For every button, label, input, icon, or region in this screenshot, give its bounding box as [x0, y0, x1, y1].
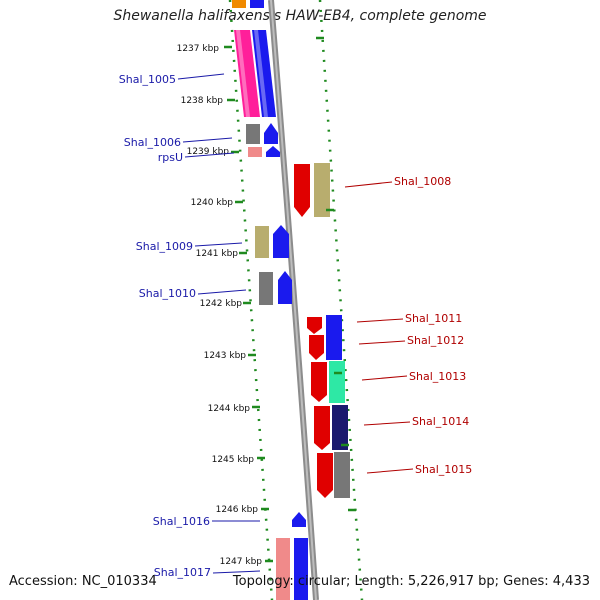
gene-bar: [232, 0, 246, 8]
gene-label: rpsU: [158, 151, 183, 164]
gene-label: Shal_1011: [405, 312, 462, 325]
tick-label: 1243 kbp: [204, 351, 247, 361]
gene-label: Shal_1008: [394, 175, 451, 188]
tick-label: 1244 kbp: [208, 404, 251, 414]
tick-label: 1237 kbp: [177, 44, 220, 54]
gene-bar-shal1009: [255, 226, 269, 258]
tick-label: 1241 kbp: [196, 249, 239, 259]
gene-bar: [334, 452, 350, 498]
gene-label: Shal_1015: [415, 463, 472, 476]
tick-label: 1247 kbp: [220, 557, 263, 567]
topology-label: Topology: circular; Length: 5,226,917 bp…: [232, 574, 590, 589]
tick-label: 1238 kbp: [181, 96, 224, 106]
gene-arrow: [273, 225, 289, 258]
gene-arrow-shal1014: [314, 406, 330, 450]
gene-bar: [326, 315, 342, 360]
gene-bar-rpsU: [248, 147, 262, 157]
gene-bar: [252, 30, 276, 117]
gene-bar: [294, 538, 308, 600]
tick-label: 1242 kbp: [200, 299, 243, 309]
gene-label: Shal_1016: [153, 515, 210, 528]
gene-label: Shal_1005: [119, 73, 176, 86]
gene-bar: [250, 0, 264, 8]
gene-bar: [314, 163, 330, 217]
gene-bar-shal1005: [234, 30, 260, 117]
gene-label: Shal_1013: [409, 370, 466, 383]
gene-arrow-shal1012: [309, 335, 324, 360]
right-guide-line: [318, 0, 364, 600]
gene-arrow-shal1011: [307, 317, 322, 334]
tick-label: 1239 kbp: [187, 147, 230, 157]
gene-label: Shal_1006: [124, 136, 181, 149]
gene-label: Shal_1010: [139, 287, 196, 300]
gene-arrow-shal1016: [292, 512, 306, 527]
gene-arrow-shal1008: [294, 164, 310, 217]
tick-label: 1240 kbp: [191, 198, 234, 208]
gene-bar-shal1006: [246, 124, 260, 144]
map-title: Shewanella halifaxensis HAW-EB4, complet…: [113, 8, 487, 24]
gene-bar: [329, 361, 345, 403]
gene-label: Shal_1012: [407, 334, 464, 347]
gene-arrow-shal1013: [311, 362, 327, 402]
gene-label: Shal_1017: [154, 566, 211, 579]
gene-arrow: [266, 146, 280, 157]
gene-bar-shal1010: [259, 272, 273, 305]
tick-label: 1246 kbp: [216, 505, 259, 515]
tick-label: 1245 kbp: [212, 455, 255, 465]
gene-label: Shal_1009: [136, 240, 193, 253]
gene-label: Shal_1014: [412, 415, 469, 428]
gene-arrow: [264, 123, 278, 144]
gene-arrow-shal1015: [317, 453, 333, 498]
gene-arrow: [278, 271, 292, 304]
gene-bar: [332, 405, 348, 450]
left-guide-line: [228, 0, 274, 600]
gene-bar-shal1017: [276, 538, 290, 600]
accession-label: Accession: NC_010334: [9, 574, 157, 589]
